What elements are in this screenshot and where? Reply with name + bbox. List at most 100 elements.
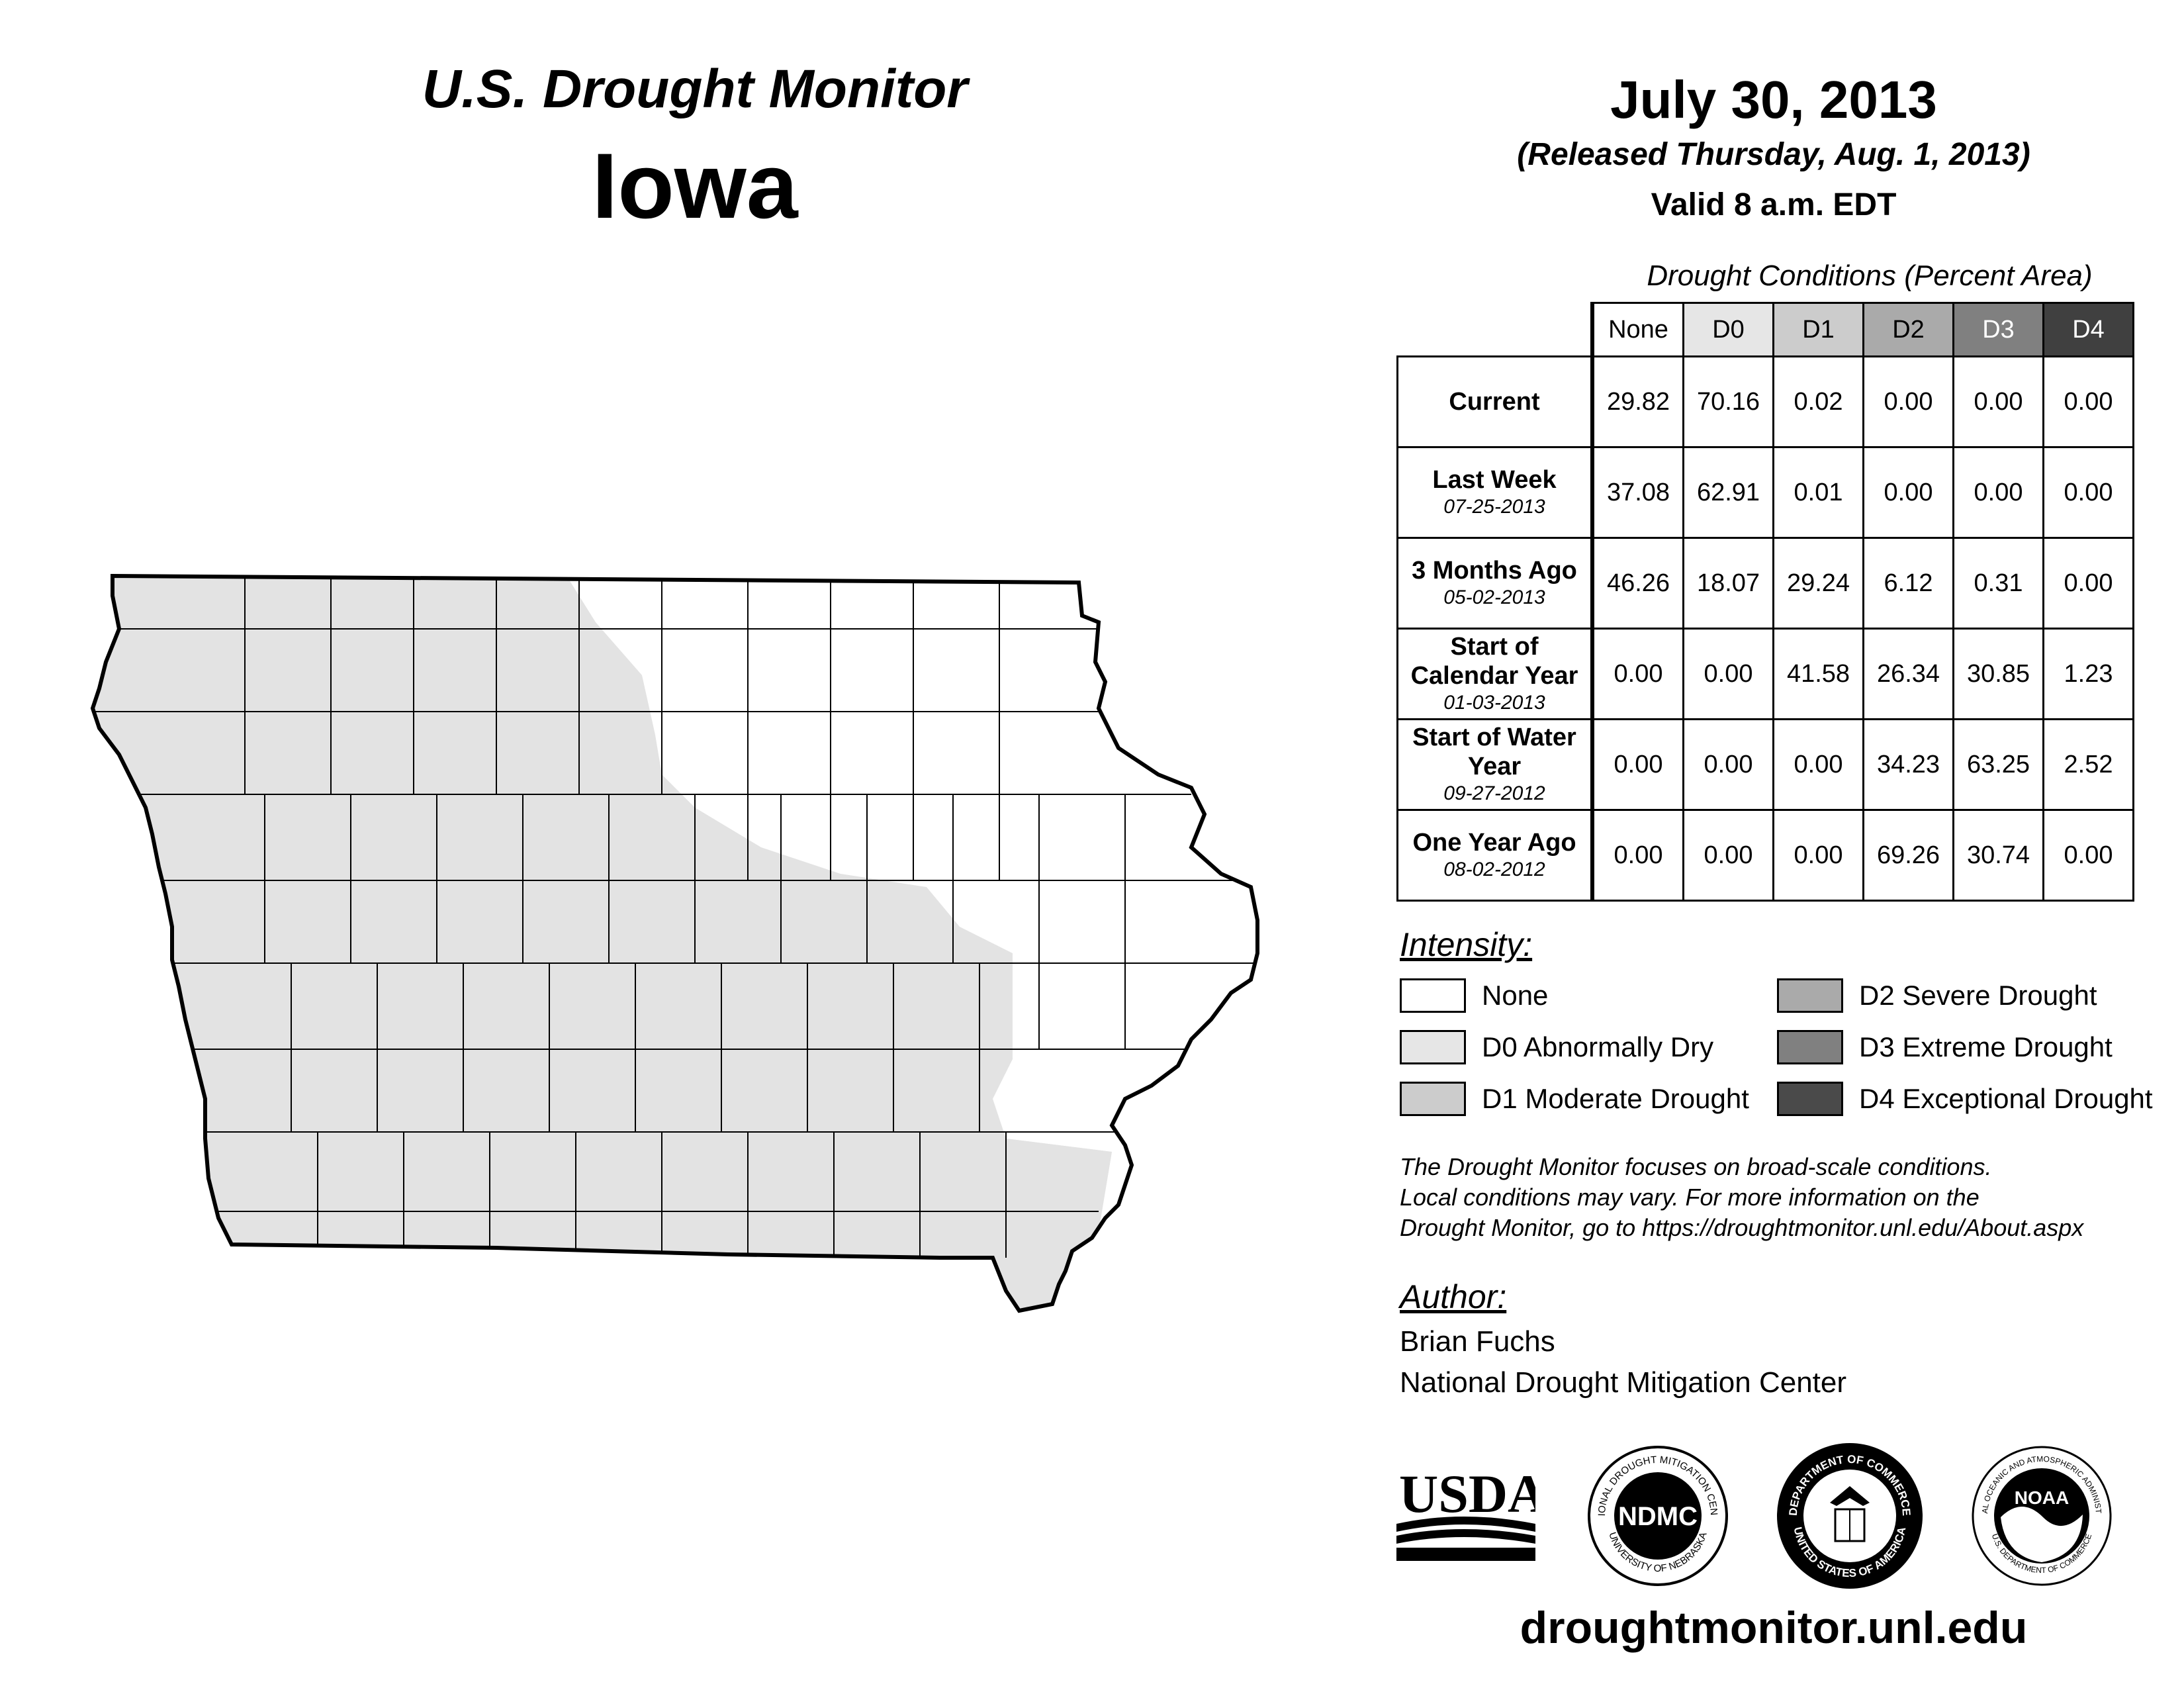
drought-conditions-table: None D0 D1 D2 D3 D4 Current 29.82 70.16 …	[1396, 302, 2134, 902]
commerce-seal-logo: DEPARTMENT OF COMMERCE UNITED STATES OF …	[1777, 1443, 1923, 1589]
cell: 37.08	[1590, 446, 1684, 539]
legend-swatch	[1400, 978, 1466, 1013]
release-date: (Released Thursday, Aug. 1, 2013)	[1517, 137, 2030, 172]
legend-title: Intensity:	[1400, 926, 1533, 963]
cell: 29.82	[1590, 355, 1684, 448]
seagull-icon	[2001, 1507, 2083, 1562]
cell: 34.23	[1862, 718, 1954, 811]
legend-item: D4 Exceptional Drought	[1777, 1082, 2153, 1116]
legend-label: D0 Abnormally Dry	[1482, 1031, 1714, 1062]
cell: 0.00	[1772, 718, 1864, 811]
row-label: Last Week 07-25-2013	[1396, 446, 1594, 539]
table-row: Start of Water Year 09-27-2012 0.00 0.00 …	[1396, 718, 2134, 811]
table-row: 3 Months Ago 05-02-2013 46.26 18.07 29.24…	[1396, 537, 2134, 630]
row-label: Current	[1396, 355, 1594, 448]
cell: 0.00	[1590, 628, 1684, 720]
cell: 30.74	[1952, 809, 2044, 902]
cell: 0.00	[1862, 446, 1954, 539]
row-label: One Year Ago 08-02-2012	[1396, 809, 1594, 902]
col-d4: D4	[2042, 302, 2134, 357]
cell: 0.00	[2042, 446, 2134, 539]
table-title: Drought Conditions (Percent Area)	[1647, 259, 2093, 292]
row-label: Start of Water Year 09-27-2012	[1396, 718, 1594, 811]
cell: 46.26	[1590, 537, 1684, 630]
legend-label: D1 Moderate Drought	[1482, 1083, 1749, 1114]
noaa-logo: NATIONAL OCEANIC AND ATMOSPHERIC ADMINIS…	[1969, 1443, 2112, 1586]
row-label: 3 Months Ago 05-02-2013	[1396, 537, 1594, 630]
legend-label: D2 Severe Drought	[1859, 980, 2097, 1011]
row-label: Start of Calendar Year 01-03-2013	[1396, 628, 1594, 720]
cell: 41.58	[1772, 628, 1864, 720]
usda-logo: USDA	[1396, 1464, 1535, 1561]
cell: 6.12	[1862, 537, 1954, 630]
legend-item: D2 Severe Drought	[1777, 978, 2097, 1013]
d0-se-area	[927, 1139, 1112, 1311]
note-line: Drought Monitor, go to https://droughtmo…	[1400, 1214, 2084, 1241]
noaa-text: NOAA	[2015, 1487, 2069, 1508]
col-none: None	[1590, 302, 1684, 357]
cell: 0.31	[1952, 537, 2044, 630]
cell: 26.34	[1862, 628, 1954, 720]
legend-swatch	[1777, 1082, 1843, 1116]
author-name: Brian Fuchs	[1400, 1325, 1555, 1358]
cell: 62.91	[1682, 446, 1774, 539]
cell: 2.52	[2042, 718, 2134, 811]
eagle-icon	[1830, 1486, 1870, 1506]
table-row: Last Week 07-25-2013 37.08 62.91 0.01 0.0…	[1396, 446, 2134, 539]
cell: 0.00	[1952, 446, 2044, 539]
table-corner	[1398, 303, 1593, 357]
cell: 69.26	[1862, 809, 1954, 902]
ndmc-logo: NATIONAL DROUGHT MITIGATION CENTER UNIVE…	[1585, 1443, 1728, 1586]
legend-item: D3 Extreme Drought	[1777, 1030, 2113, 1064]
ndmc-text: NDMC	[1618, 1502, 1698, 1531]
cell: 0.01	[1772, 446, 1864, 539]
legend-swatch	[1777, 1030, 1843, 1064]
cell: 0.00	[1590, 809, 1684, 902]
cell: 0.00	[1590, 718, 1684, 811]
product-title: U.S. Drought Monitor	[422, 59, 968, 119]
author-block: Brian Fuchs National Drought Mitigation …	[1400, 1321, 1846, 1403]
col-d0: D0	[1682, 302, 1774, 357]
note-line: The Drought Monitor focuses on broad-sca…	[1400, 1153, 1992, 1180]
legend-swatch	[1400, 1082, 1466, 1116]
cell: 0.00	[1772, 809, 1864, 902]
valid-time: Valid 8 a.m. EDT	[1651, 187, 1897, 222]
iowa-drought-map	[90, 573, 1259, 1313]
cell: 0.00	[1682, 628, 1774, 720]
cell: 0.00	[2042, 355, 2134, 448]
cell: 18.07	[1682, 537, 1774, 630]
cell: 29.24	[1772, 537, 1864, 630]
cell: 0.00	[1682, 718, 1774, 811]
legend-swatch	[1777, 978, 1843, 1013]
table-row: Current 29.82 70.16 0.02 0.00 0.00 0.00	[1396, 355, 2134, 448]
cell: 70.16	[1682, 355, 1774, 448]
legend-label: D3 Extreme Drought	[1859, 1031, 2113, 1062]
legend-item: D0 Abnormally Dry	[1400, 1030, 1713, 1064]
legend-item: None	[1400, 978, 1548, 1013]
cell: 0.02	[1772, 355, 1864, 448]
cell: 0.00	[1862, 355, 1954, 448]
usda-text: USDA	[1399, 1464, 1535, 1524]
legend-label: None	[1482, 980, 1549, 1011]
cell: 63.25	[1952, 718, 2044, 811]
state-title: Iowa	[592, 134, 798, 238]
author-org: National Drought Mitigation Center	[1400, 1366, 1847, 1399]
table-row: One Year Ago 08-02-2012 0.00 0.00 0.00 69…	[1396, 809, 2134, 902]
col-d2: D2	[1862, 302, 1954, 357]
website-url: droughtmonitor.unl.edu	[1520, 1603, 2028, 1653]
col-d1: D1	[1772, 302, 1864, 357]
cell: 0.00	[2042, 537, 2134, 630]
note-line: Local conditions may vary. For more info…	[1400, 1184, 1979, 1211]
state-outline	[90, 573, 1259, 1313]
county-lines	[93, 576, 1257, 1258]
col-d3: D3	[1952, 302, 2044, 357]
cell: 1.23	[2042, 628, 2134, 720]
table-row: Start of Calendar Year 01-03-2013 0.00 0.…	[1396, 628, 2134, 720]
cell: 0.00	[1682, 809, 1774, 902]
cell: 0.00	[2042, 809, 2134, 902]
cell: 30.85	[1952, 628, 2044, 720]
map-date: July 30, 2013	[1610, 70, 1937, 129]
legend-label: D4 Exceptional Drought	[1859, 1083, 2153, 1114]
legend-item: D1 Moderate Drought	[1400, 1082, 1749, 1116]
legend-swatch	[1400, 1030, 1466, 1064]
